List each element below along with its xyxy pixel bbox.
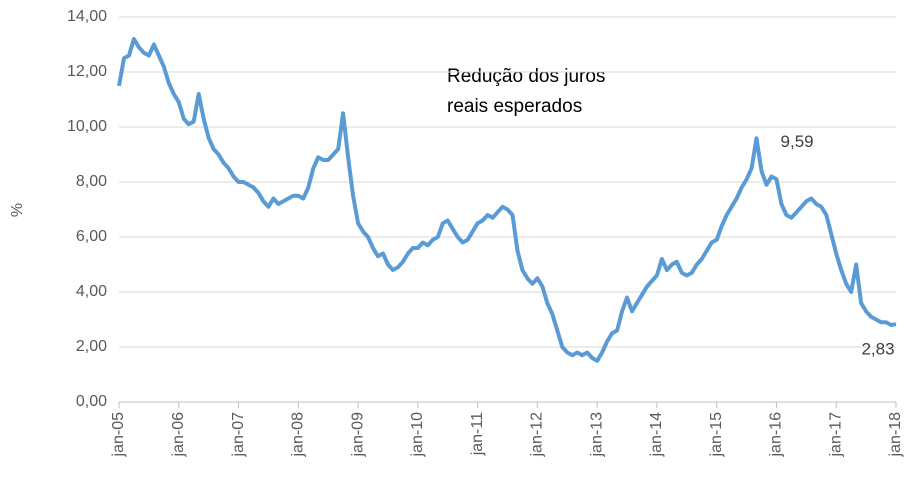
y-tick-label: 8,00: [76, 173, 107, 190]
x-tick-label: jan-13: [588, 412, 605, 458]
x-tick-label: jan-12: [529, 412, 546, 458]
data-label: 2,83: [861, 340, 894, 359]
line: [117, 37, 897, 363]
x-tick-label: jan-09: [349, 412, 366, 458]
x-tick-label: jan-15: [708, 412, 725, 458]
y-tick-label: 6,00: [76, 228, 107, 245]
y-tick-label: 12,00: [67, 63, 107, 80]
note: reais esperados: [447, 96, 582, 117]
data-label: 9,59: [781, 132, 814, 151]
x-tick-label: jan-08: [290, 412, 307, 458]
note: Redução dos juros: [447, 66, 605, 87]
y-axis-label: %: [9, 203, 26, 217]
y-tick-label: 14,00: [67, 8, 107, 25]
x-tick-label: jan-05: [110, 412, 127, 458]
y-tick-label: 2,00: [76, 338, 107, 355]
y-tick-label: 10,00: [67, 118, 107, 135]
x-tick-label: jan-06: [170, 412, 187, 458]
y-tick-label: 4,00: [76, 283, 107, 300]
x-tick-label: jan-16: [768, 412, 785, 458]
x-tick-label: jan-17: [827, 412, 844, 458]
x-tick-label: jan-18: [887, 412, 904, 458]
x-tick-label: jan-10: [409, 412, 426, 458]
x-tick-label: jan-07: [230, 412, 247, 458]
y-tick-label: 0,00: [76, 393, 107, 410]
x-tick-label: jan-14: [648, 412, 665, 458]
x-tick-label: jan-11: [469, 412, 486, 456]
